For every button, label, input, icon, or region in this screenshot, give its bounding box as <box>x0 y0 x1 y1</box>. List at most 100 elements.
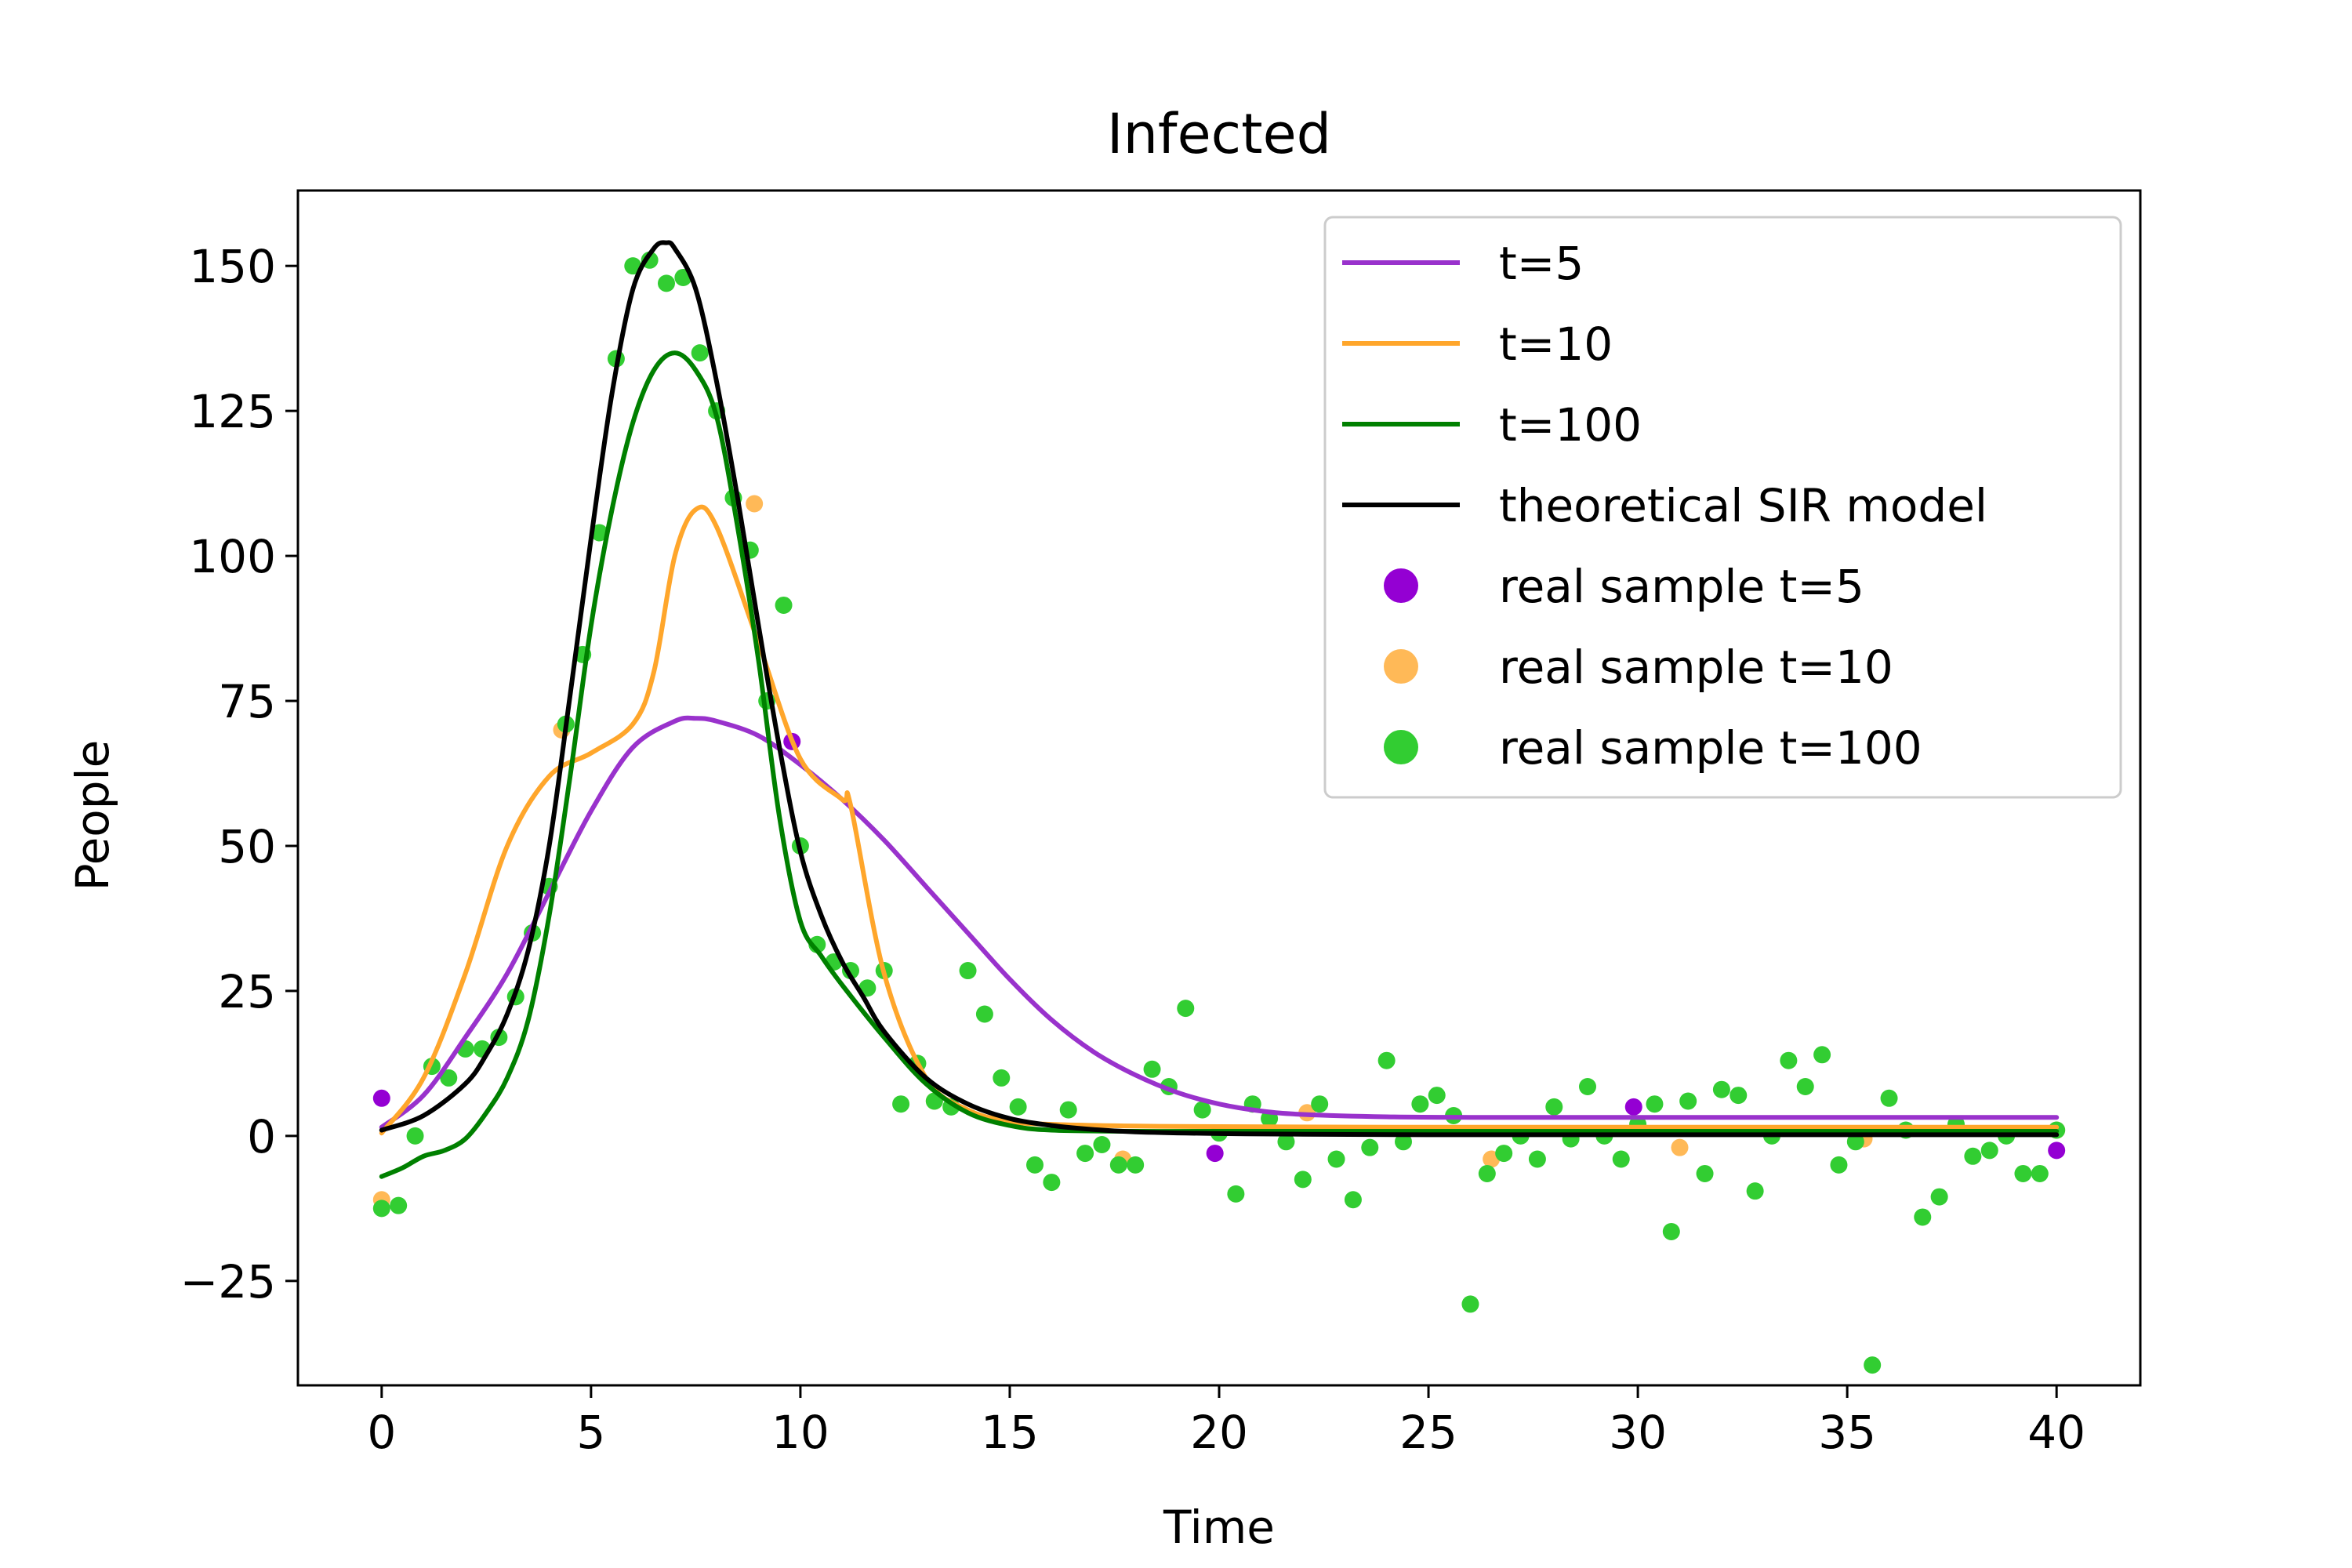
data-point <box>1528 1150 1546 1168</box>
y-tick-label: 50 <box>218 820 276 873</box>
data-point <box>1612 1150 1630 1168</box>
x-tick-label: 40 <box>2027 1406 2085 1459</box>
x-tick-label: 30 <box>1609 1406 1667 1459</box>
x-tick-label: 0 <box>367 1406 396 1459</box>
series-line <box>379 240 2060 1138</box>
legend-label: theoretical SIR model <box>1499 479 1987 532</box>
legend-marker-swatch <box>1384 568 1418 603</box>
data-point <box>1846 1133 1864 1151</box>
data-point <box>1478 1164 1496 1182</box>
data-point <box>1395 1133 1412 1151</box>
y-tick-label: 150 <box>189 240 276 293</box>
y-tick-label: 0 <box>247 1110 276 1163</box>
data-point <box>1696 1164 1714 1182</box>
data-point <box>1227 1185 1245 1203</box>
data-point <box>1461 1295 1479 1313</box>
legend-label: t=5 <box>1499 237 1584 290</box>
y-axis-label: People <box>66 740 119 891</box>
data-point <box>440 1069 458 1087</box>
data-point <box>1177 1000 1195 1018</box>
axis-ticks: 0 5 10 15 20 25 30 35 40 −25 0 25 50 75 100 125 150 <box>180 240 2085 1459</box>
data-point <box>1671 1138 1689 1156</box>
data-point <box>1411 1095 1429 1113</box>
y-tick-label: 125 <box>189 385 276 438</box>
data-point <box>1930 1188 1948 1206</box>
legend-marker-swatch <box>1384 730 1418 764</box>
data-point <box>1327 1150 1345 1168</box>
series-line <box>379 504 2060 1136</box>
data-point <box>1679 1092 1697 1110</box>
data-point <box>1545 1098 1563 1116</box>
data-point <box>372 1089 390 1107</box>
data-point <box>658 274 675 292</box>
legend-label: real sample t=10 <box>1499 641 1893 694</box>
legend-marker-swatch <box>1384 649 1418 684</box>
data-point <box>1813 1046 1831 1064</box>
data-point <box>1377 1051 1396 1069</box>
x-tick-label: 35 <box>1818 1406 1876 1459</box>
x-tick-label: 5 <box>576 1406 605 1459</box>
data-point <box>775 596 793 614</box>
data-point <box>1143 1060 1161 1078</box>
y-tick-label: 25 <box>218 965 276 1018</box>
data-point <box>2048 1142 2066 1160</box>
y-tick-label: −25 <box>180 1255 276 1308</box>
x-axis-label: Time <box>1163 1501 1275 1554</box>
legend: t=5 t=10 t=100 theoretical SIR model real sa… <box>1323 216 2122 799</box>
series-line <box>379 350 2060 1179</box>
legend-box <box>1323 216 2122 799</box>
data-point <box>1914 1208 1932 1226</box>
data-point <box>1059 1101 1077 1119</box>
data-point <box>1495 1145 1513 1163</box>
data-point <box>1043 1174 1061 1192</box>
data-point <box>1624 1098 1642 1116</box>
data-point <box>1361 1138 1379 1156</box>
scatter-series <box>372 251 2066 1374</box>
data-point <box>1109 1156 1127 1174</box>
data-point <box>372 1200 390 1218</box>
data-point <box>959 962 977 980</box>
chart-title: Infected <box>1107 102 1331 166</box>
data-point <box>1579 1078 1596 1095</box>
data-point <box>2031 1164 2049 1182</box>
data-point <box>892 1095 910 1113</box>
legend-label: real sample t=100 <box>1499 721 1922 775</box>
data-point <box>975 1005 993 1023</box>
data-point <box>390 1196 408 1214</box>
data-point <box>1093 1135 1111 1153</box>
data-point <box>1277 1133 1295 1151</box>
plot-area <box>372 240 2066 1374</box>
data-point <box>1009 1098 1027 1116</box>
data-point <box>1864 1356 1882 1374</box>
y-tick-label: 100 <box>189 530 276 583</box>
data-point <box>1127 1156 1145 1174</box>
data-point <box>1746 1182 1764 1200</box>
data-point <box>1311 1095 1329 1113</box>
data-point <box>691 344 709 362</box>
data-point <box>1076 1145 1094 1163</box>
data-point <box>1830 1156 1848 1174</box>
data-point <box>624 257 642 275</box>
data-point <box>1646 1095 1664 1113</box>
data-point <box>1294 1171 1312 1189</box>
series-line <box>379 715 2060 1130</box>
legend-label: t=10 <box>1499 318 1613 371</box>
data-point <box>1662 1222 1680 1240</box>
x-tick-label: 25 <box>1399 1406 1457 1459</box>
legend-label: real sample t=5 <box>1499 560 1864 613</box>
data-point <box>1206 1145 1224 1163</box>
legend-label: t=100 <box>1499 398 1642 452</box>
data-point <box>406 1127 424 1145</box>
data-point <box>1193 1101 1211 1119</box>
x-tick-label: 15 <box>981 1406 1039 1459</box>
data-point <box>1964 1147 1982 1165</box>
data-point <box>590 524 608 542</box>
data-point <box>1980 1142 1998 1160</box>
data-point <box>993 1069 1011 1087</box>
data-point <box>1026 1156 1044 1174</box>
x-tick-label: 10 <box>771 1406 829 1459</box>
data-point <box>1344 1191 1362 1209</box>
data-point <box>746 495 764 513</box>
data-point <box>2014 1164 2032 1182</box>
